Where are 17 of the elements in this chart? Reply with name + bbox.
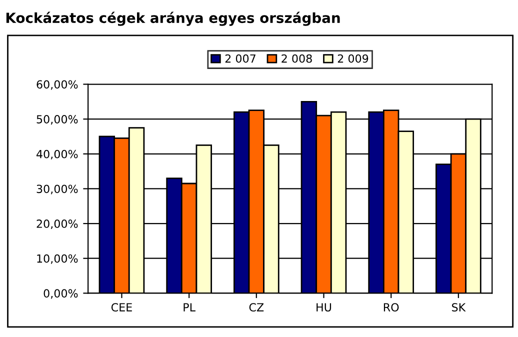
x-tick-label: CZ [249,303,264,312]
y-tick-label: 40,00% [36,150,78,160]
y-tick-label: 0,00% [44,289,78,299]
legend-label: 2 007 [225,54,256,63]
y-tick-label: 60,00% [36,80,78,90]
x-tick-label: CEE [111,303,132,312]
y-tick-label: 10,00% [37,254,78,264]
legend-label: 2 009 [338,54,368,63]
y-tick-label: 20,00% [36,220,78,230]
y-tick-label: 50,00% [36,115,78,125]
chart-title: Kockázatos cégek aránya egyes országban [6,12,340,26]
x-tick-label: PL [184,303,196,312]
x-tick-label: RO [384,303,399,312]
x-tick-label: HU [316,303,332,312]
y-tick-label: 30,00% [36,184,78,194]
x-tick-label: SK [452,303,466,312]
legend-label: 2 008 [282,54,312,63]
